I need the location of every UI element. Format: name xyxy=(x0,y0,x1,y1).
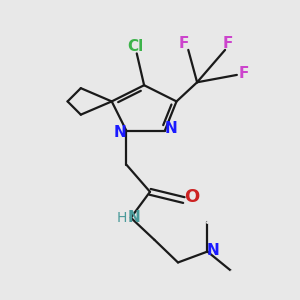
Text: F: F xyxy=(223,36,233,51)
Text: O: O xyxy=(184,188,200,206)
Text: H: H xyxy=(117,211,127,225)
Text: F: F xyxy=(239,66,249,81)
Text: N: N xyxy=(165,121,178,136)
Text: N: N xyxy=(114,125,126,140)
Text: Cl: Cl xyxy=(127,39,143,54)
Text: N: N xyxy=(207,243,220,258)
Text: N: N xyxy=(128,210,140,225)
Text: F: F xyxy=(179,36,189,51)
